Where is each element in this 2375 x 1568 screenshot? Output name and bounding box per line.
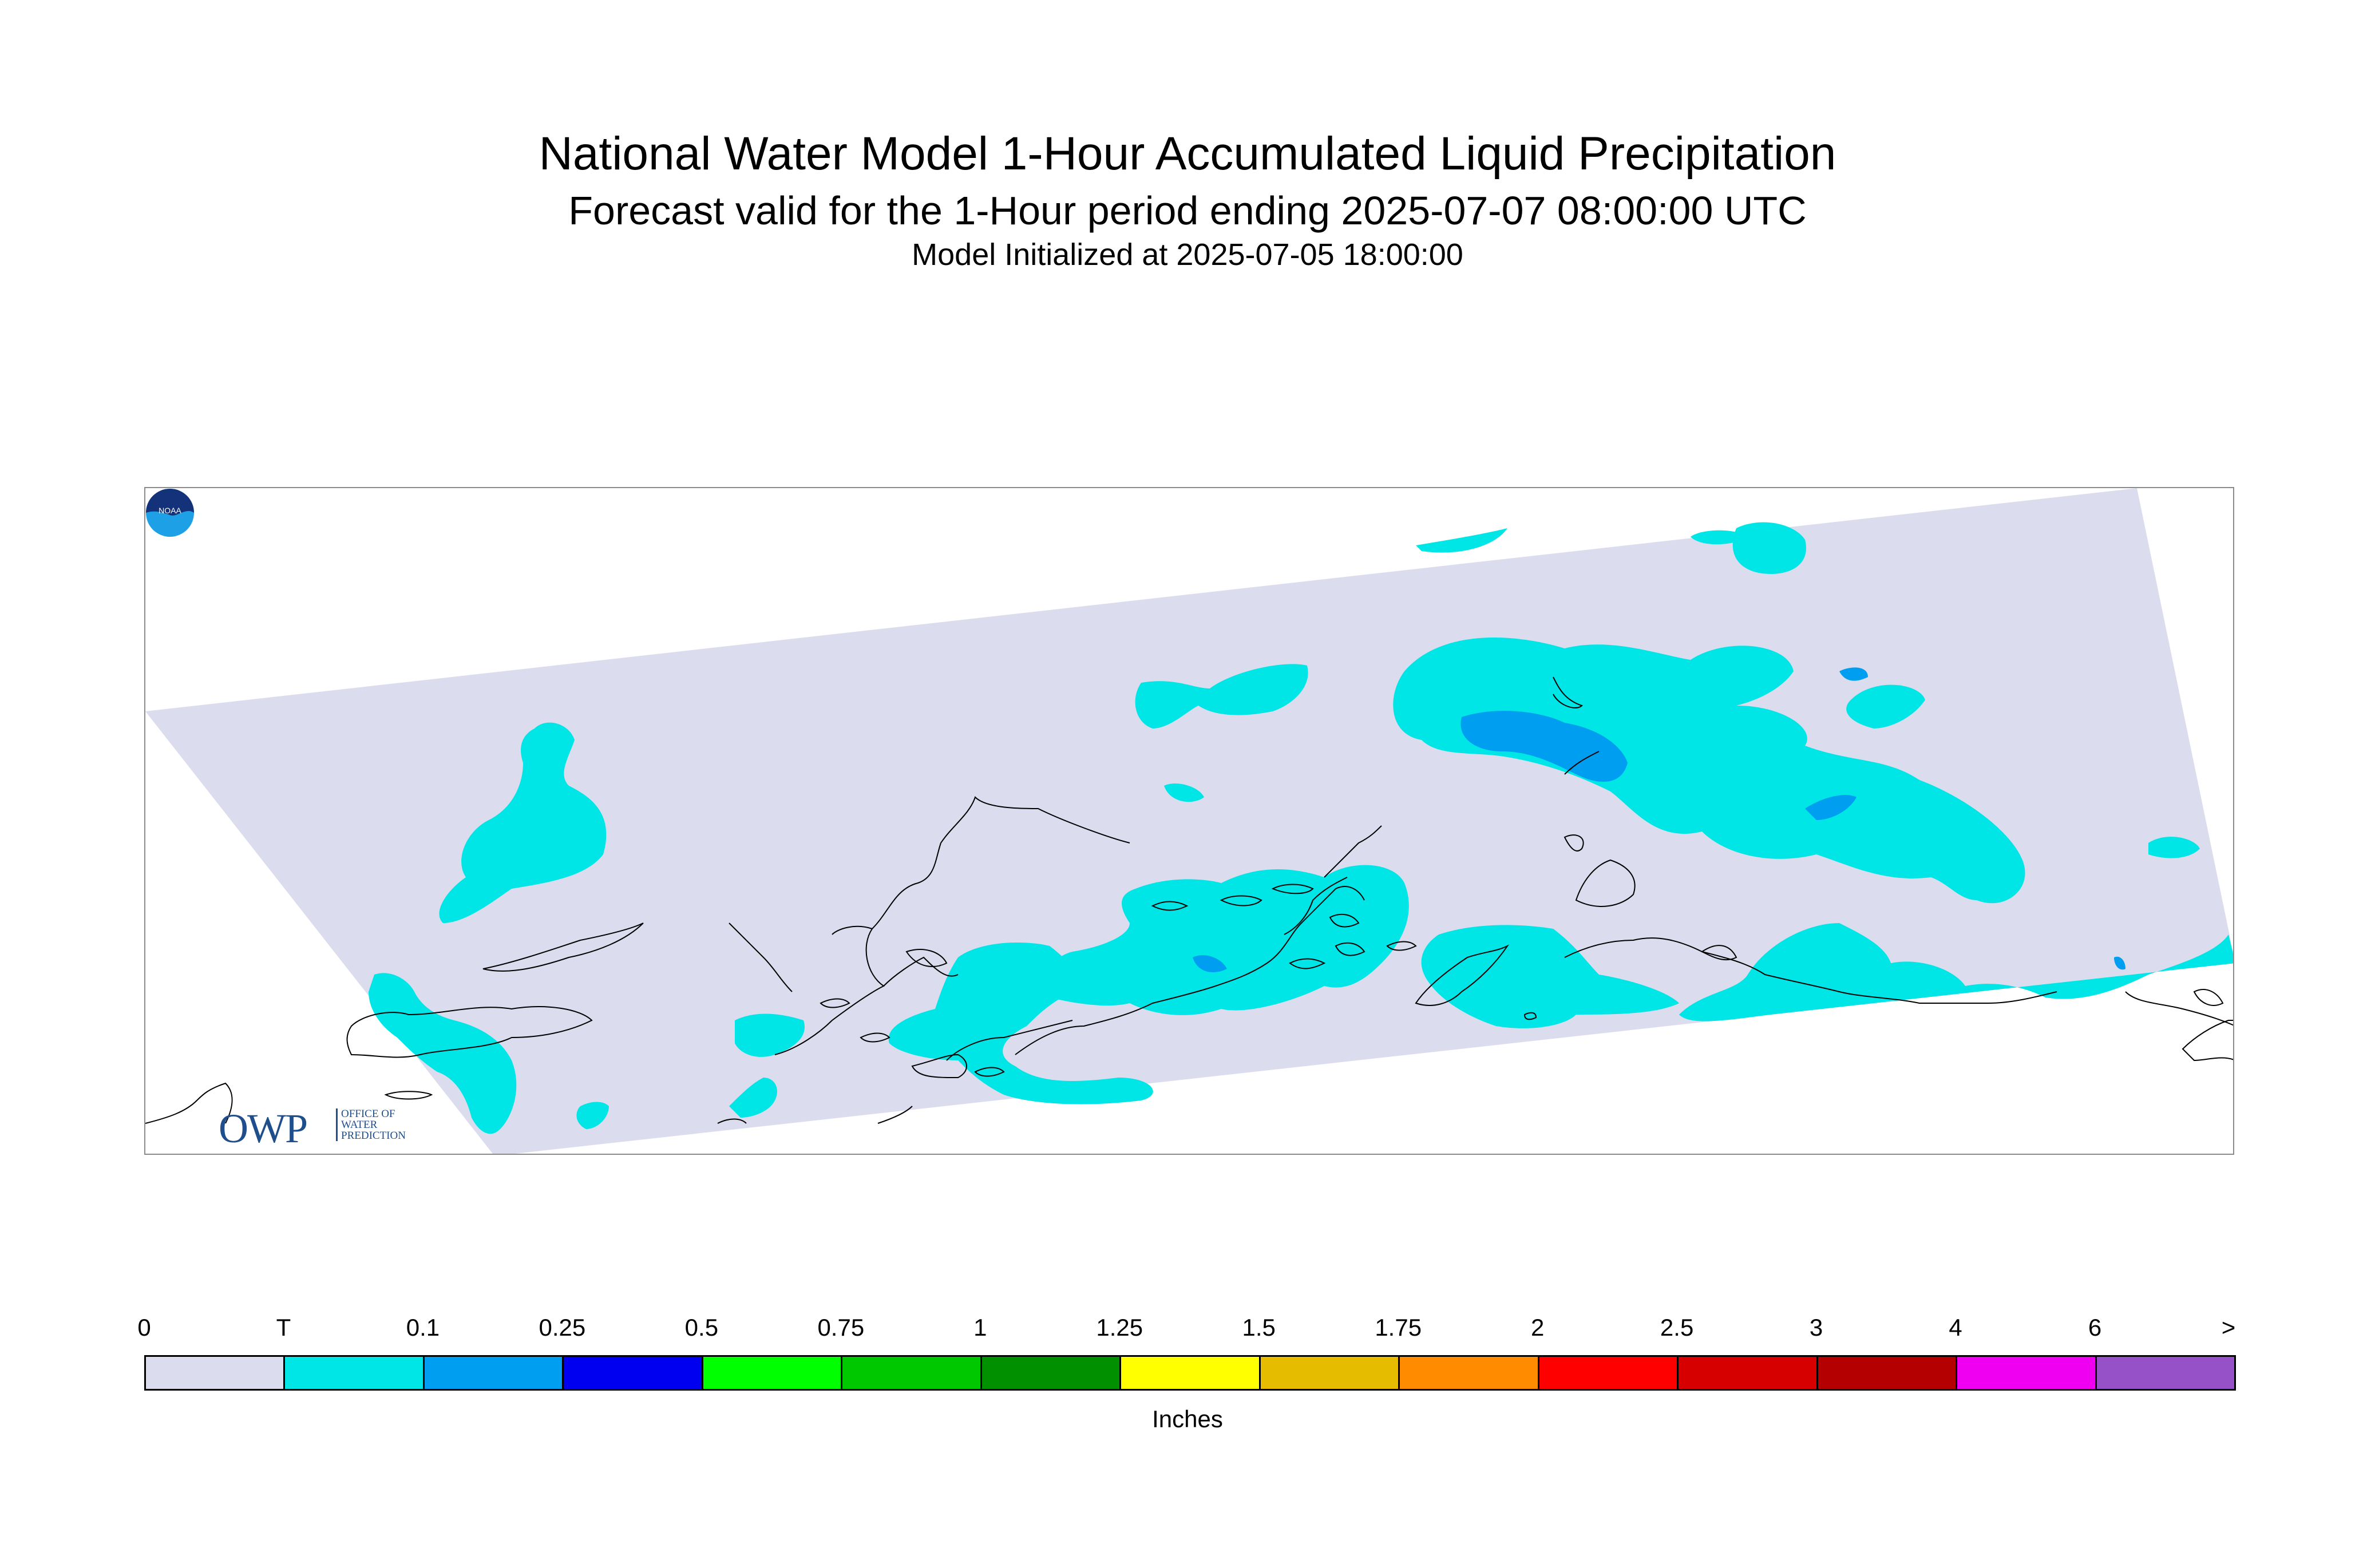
legend-tick-label: 0.5 xyxy=(684,1314,719,1341)
model-init-label: Model Initialized at 2025-07-05 18:00:00 xyxy=(912,237,1463,272)
legend-color-cell xyxy=(1677,1355,1818,1391)
legend-tick-label: 1 xyxy=(973,1314,987,1341)
coastlines xyxy=(145,676,2233,1124)
noaa-logo: NOAA xyxy=(146,489,194,537)
precipitation-map: OWP OFFICE OF WATER PREDICTION NOAA xyxy=(144,487,2234,1155)
legend-color-cell xyxy=(1816,1355,1958,1391)
legend-color-cell xyxy=(422,1355,564,1391)
legend-tick-label: 0.75 xyxy=(817,1314,865,1341)
noaa-logo-text: NOAA xyxy=(159,506,181,515)
legend-color-cell xyxy=(562,1355,703,1391)
legend-tick-label: 1.25 xyxy=(1096,1314,1143,1341)
owp-logo: OWP OFFICE OF WATER PREDICTION xyxy=(219,1105,425,1151)
legend-tick-label: 0.25 xyxy=(539,1314,586,1341)
legend-color-cell xyxy=(841,1355,982,1391)
legend-tick-label: 2.5 xyxy=(1660,1314,1694,1341)
legend-color-cell xyxy=(1258,1355,1400,1391)
legend-color-cell xyxy=(980,1355,1122,1391)
legend-color-cell xyxy=(283,1355,425,1391)
legend-color-cell xyxy=(1956,1355,2097,1391)
legend-tick-label: 2 xyxy=(1530,1314,1545,1341)
color-legend xyxy=(144,1355,2236,1391)
legend-tick-label: 0 xyxy=(137,1314,151,1341)
legend-color-cell xyxy=(2095,1355,2236,1391)
legend-tick-label: 0.1 xyxy=(406,1314,440,1341)
legend-tick-label: 3 xyxy=(1809,1314,1823,1341)
legend-color-cell xyxy=(144,1355,286,1391)
legend-tick-label: 1.5 xyxy=(1242,1314,1276,1341)
legend-tick-label: 1.75 xyxy=(1375,1314,1422,1341)
legend-color-cell xyxy=(1398,1355,1539,1391)
trace-precip-areas xyxy=(369,522,2233,1134)
legend-tick-label: > xyxy=(2221,1314,2236,1341)
light-precip-areas xyxy=(1193,667,2125,972)
legend-tick-label: T xyxy=(276,1314,291,1341)
legend-units-label: Inches xyxy=(1152,1405,1223,1432)
owp-logo-text: OFFICE OF WATER PREDICTION xyxy=(336,1108,406,1141)
forecast-valid-subtitle: Forecast valid for the 1-Hour period end… xyxy=(568,188,1807,233)
legend-color-cell xyxy=(701,1355,843,1391)
owp-logo-mark: OWP xyxy=(219,1106,308,1151)
legend-tick-label: 6 xyxy=(2088,1314,2102,1341)
legend-color-cell xyxy=(1537,1355,1679,1391)
legend-tick-label: 4 xyxy=(1949,1314,1962,1341)
legend-color-cell xyxy=(1119,1355,1261,1391)
map-title: National Water Model 1-Hour Accumulated … xyxy=(539,128,1836,180)
